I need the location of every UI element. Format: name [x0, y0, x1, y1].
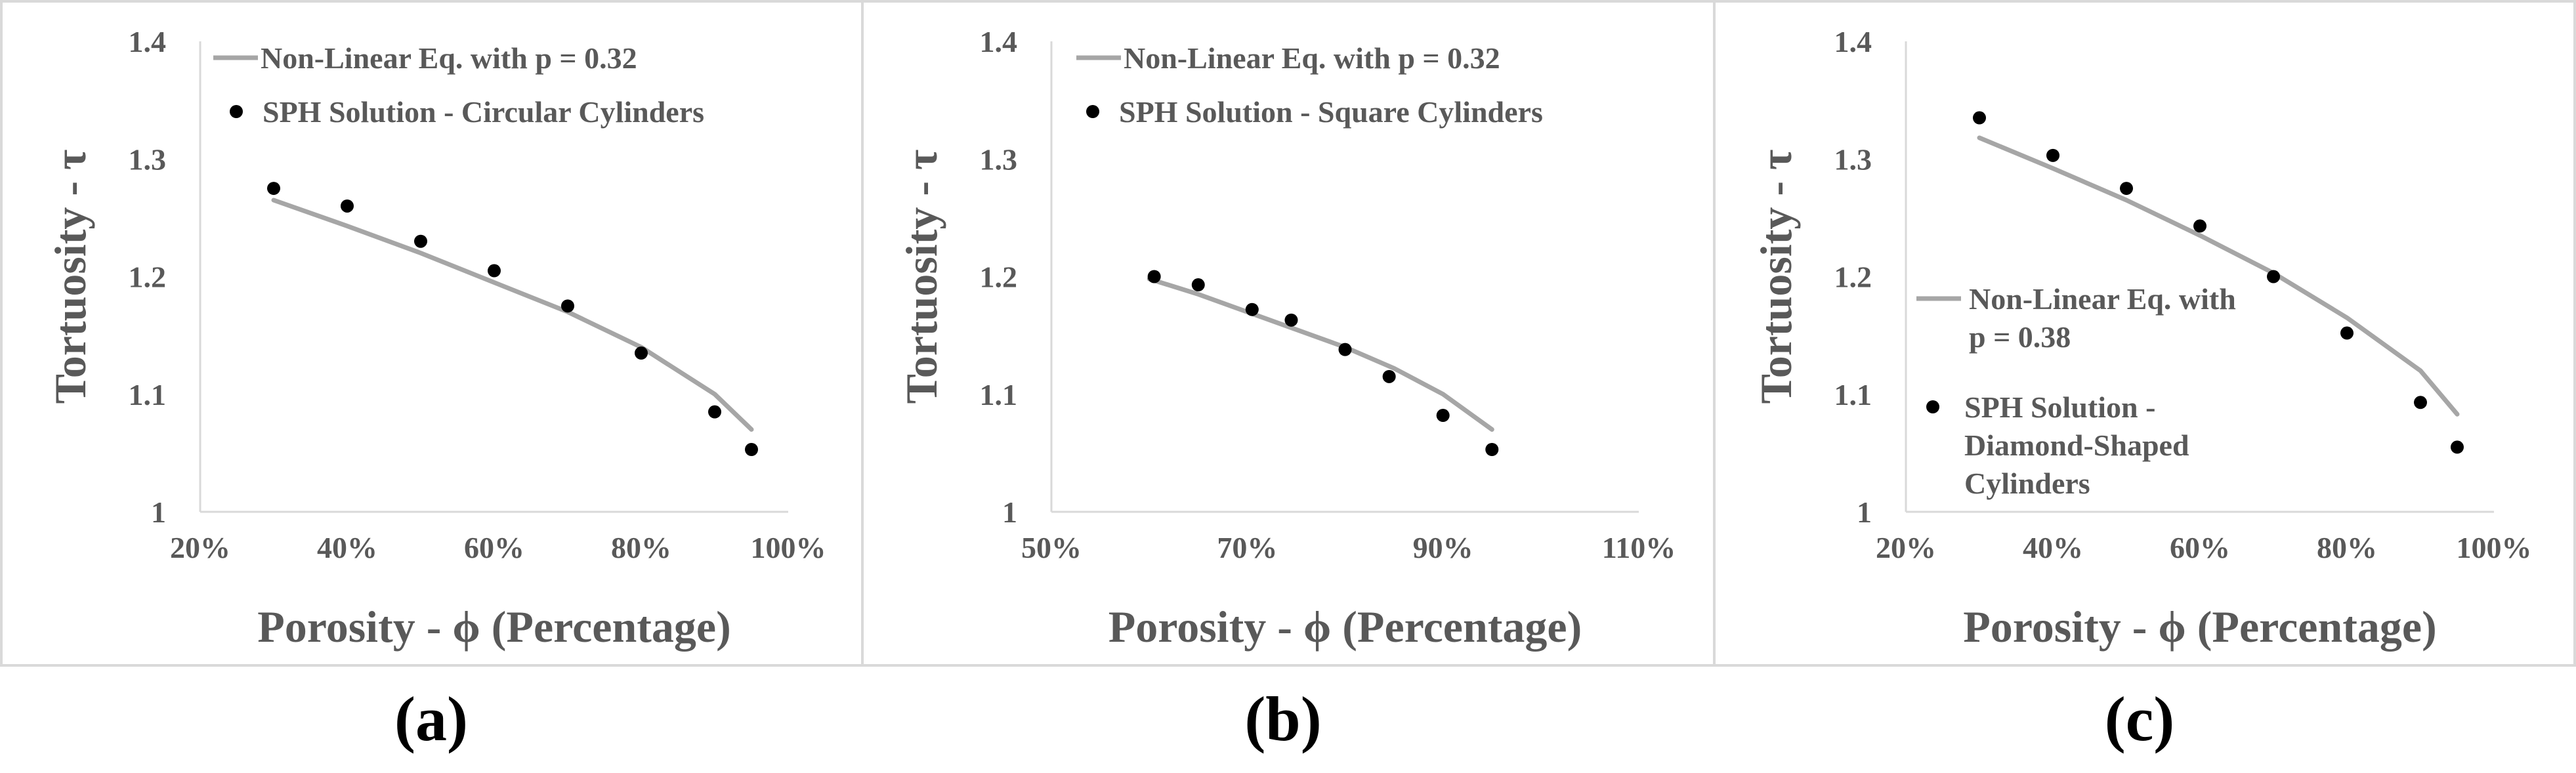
legend-point-label: SPH Solution - Square Cylinders [1119, 95, 1543, 129]
legend-line-label: Non-Linear Eq. with p = 0.32 [1124, 41, 1500, 75]
data-point [2451, 440, 2464, 454]
data-point [745, 442, 758, 456]
legend-point-label-part: SPH Solution - [1964, 390, 2155, 424]
fit-line [1977, 135, 2460, 417]
y-tick-label: 1.1 [980, 378, 1018, 411]
figure-frame [0, 0, 2576, 667]
y-tick-label: 1.3 [1834, 142, 1872, 176]
x-tick-label: 60% [2170, 531, 2230, 564]
legend: Non-Linear Eq. with p = 0.32 SPH Solution… [1076, 41, 1543, 129]
y-tick-label: 1.4 [1834, 25, 1872, 58]
panel-caption: (c) [2105, 684, 2175, 754]
chart-panel-a: 1 1.1 1.2 1.3 1.4 20% 40% 60% 80% 100% Porosity - … [45, 25, 826, 754]
data-point [267, 182, 280, 196]
y-tick-label: 1.3 [129, 142, 167, 176]
chart-panel-b: 1 1.1 1.2 1.3 1.4 50% 70% 90% 110% Porosity - ϕ (… [897, 25, 1676, 754]
data-point [1382, 369, 1396, 383]
data-point [708, 405, 721, 419]
x-axis-title: Porosity - ϕ (Percentage) [257, 602, 731, 652]
y-tick-label: 1 [1002, 495, 1017, 529]
data-point [488, 264, 501, 278]
data-point [1284, 313, 1298, 327]
data-point [561, 299, 574, 313]
data-point [635, 346, 648, 360]
x-tick-label: 80% [611, 531, 671, 564]
x-tick-label: 40% [2023, 531, 2083, 564]
legend-line-label: Non-Linear Eq. with p = 0.38 [1969, 282, 2236, 354]
legend-line-label: Non-Linear Eq. with p = 0.32 [261, 41, 637, 75]
fit-line [271, 198, 754, 432]
panel-caption: (b) [1244, 684, 1321, 754]
panel-caption: (a) [394, 684, 468, 754]
data-point [341, 199, 354, 213]
data-point [1245, 303, 1259, 316]
y-tick-label: 1.2 [980, 261, 1018, 294]
chart-panels: 1 1.1 1.2 1.3 1.4 20% 40% 60% 80% 100% Porosity - … [45, 25, 2532, 754]
data-point [1191, 278, 1205, 292]
x-tick-label: 20% [1876, 531, 1936, 564]
data-point [2414, 396, 2427, 409]
y-tick-label: 1.4 [980, 25, 1018, 58]
y-tick-label: 1.1 [129, 378, 167, 411]
x-tick-label: 60% [464, 531, 524, 564]
y-axis-title: Tortuosity - τ [1751, 150, 1801, 404]
data-point [414, 234, 427, 248]
y-tick-label: 1.3 [980, 142, 1018, 176]
y-tick-label: 1.1 [1834, 378, 1872, 411]
y-tick-label: 1.2 [1834, 261, 1872, 294]
x-tick-label: 100% [2457, 531, 2532, 564]
legend: Non-Linear Eq. with p = 0.32 SPH Solution… [213, 41, 704, 129]
legend-point-swatch [1086, 105, 1099, 118]
x-tick-label: 70% [1217, 531, 1277, 564]
legend-point-label-part: Diamond-Shaped [1964, 428, 2189, 462]
legend-line-label-part: p = 0.38 [1969, 320, 2071, 354]
chart-panel-c: 1 1.1 1.2 1.3 1.4 20% 40% 60% 80% 100% Porosity - … [1751, 25, 2532, 754]
data-point [2046, 148, 2059, 162]
y-tick-label: 1 [1857, 495, 1872, 529]
x-tick-label: 50% [1021, 531, 1082, 564]
x-tick-label: 110% [1602, 531, 1676, 564]
data-point [1147, 270, 1161, 283]
y-tick-label: 1.4 [129, 25, 167, 58]
fit-line [1147, 276, 1494, 432]
legend-point-label: SPH Solution - Circular Cylinders [263, 95, 704, 129]
x-tick-label: 90% [1413, 531, 1473, 564]
legend-point-label: SPH Solution - Diamond-Shaped Cylinders [1964, 390, 2189, 500]
x-tick-label: 100% [751, 531, 826, 564]
y-tick-label: 1 [151, 495, 166, 529]
legend-point-swatch [1926, 400, 1939, 413]
data-point [1973, 111, 1986, 125]
legend-point-swatch [230, 105, 243, 118]
data-point [1485, 442, 1499, 456]
x-tick-label: 40% [317, 531, 377, 564]
data-point [2193, 219, 2206, 233]
y-axis-title: Tortuosity - τ [897, 150, 946, 404]
legend-point-label-part: Cylinders [1964, 467, 2090, 500]
x-tick-label: 20% [170, 531, 230, 564]
data-point [2120, 182, 2133, 196]
data-point [2340, 326, 2354, 340]
legend: Non-Linear Eq. with p = 0.38 SPH Solution … [1916, 282, 2236, 500]
data-point [1436, 409, 1450, 423]
x-tick-label: 80% [2317, 531, 2377, 564]
x-axis-title: Porosity - ϕ (Percentage) [1963, 602, 2437, 652]
y-tick-label: 1.2 [129, 261, 167, 294]
x-axis-title: Porosity - ϕ (Percentage) [1109, 602, 1582, 652]
data-point [1338, 343, 1352, 356]
legend-line-label-part: Non-Linear Eq. with [1969, 282, 2236, 316]
y-axis-title: Tortuosity - τ [45, 150, 95, 404]
data-point [2267, 270, 2280, 283]
